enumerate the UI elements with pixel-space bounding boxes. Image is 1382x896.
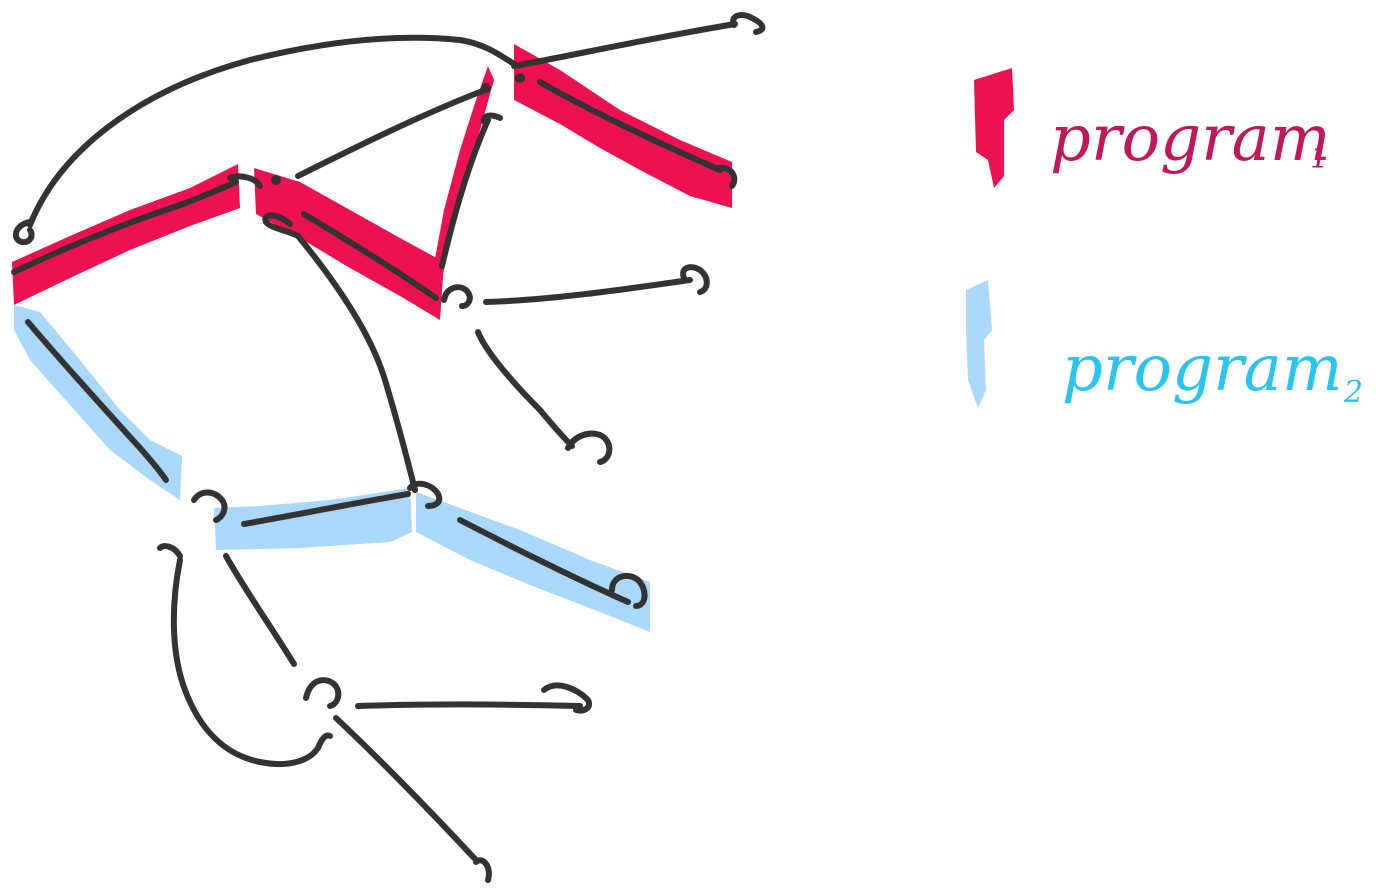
ink-strokes	[11, 12, 766, 883]
edge-p2-c-ink	[457, 517, 631, 605]
edge-p1-b-ink	[301, 211, 439, 301]
edge-diag-down	[475, 329, 575, 449]
node-dot-b	[481, 83, 491, 93]
node-hook-bottom-loop	[157, 543, 183, 559]
arrow-head-bottom-diag-long	[473, 857, 492, 883]
edge-top-right	[511, 21, 738, 69]
edge-top-arc	[27, 34, 517, 228]
arrow-head-p1-a	[227, 173, 263, 189]
edge-mid-to-top	[295, 87, 488, 179]
edge-p2-a-ink	[25, 319, 169, 483]
arrow-head-right-middle	[680, 264, 710, 295]
edge-p1-d-ink	[537, 79, 723, 173]
program-1-highlights	[12, 44, 732, 320]
node-hook-right	[441, 284, 473, 309]
legend-swatch-program-2	[966, 280, 992, 408]
node-hook-left	[12, 219, 35, 246]
edge-p1-c-ink	[439, 117, 491, 269]
program-1-edge-a	[12, 164, 240, 305]
edge-bottom-diag-long	[333, 715, 479, 863]
node-hook-bottom-mid	[407, 480, 443, 509]
node-dot-a	[271, 175, 281, 185]
edge-right-middle	[483, 277, 693, 305]
node-hook-mid	[262, 212, 301, 239]
edge-bottom-loop	[170, 557, 333, 768]
legend-swatch-program-1	[974, 68, 1014, 188]
edge-bottom-right	[355, 701, 583, 709]
arrow-head-top-right	[730, 12, 766, 35]
arrow-head-diag-down	[565, 430, 613, 465]
arrow-head-p2-c	[609, 572, 648, 609]
edge-bottom-diag	[223, 553, 297, 667]
edge-p1-a-ink	[11, 179, 239, 275]
legend-subscript-program-1: 1	[1310, 141, 1329, 176]
edge-p2-b-ink	[241, 491, 411, 527]
node-dot-c	[515, 73, 525, 83]
node-hook-bottom-right	[303, 677, 342, 709]
legend: program 1 program 2	[966, 68, 1363, 410]
program-2-edge-c	[416, 492, 650, 632]
node-hook-bottom-left	[191, 489, 228, 523]
program-2-highlights	[14, 305, 650, 632]
legend-label-program-2: program	[1062, 332, 1343, 406]
arrow-head-bottom-right	[541, 682, 592, 714]
legend-subscript-program-2: 2	[1343, 375, 1363, 410]
edge-mid-to-bottom	[295, 233, 418, 493]
arrow-head-p1-d	[715, 164, 738, 189]
node-hook-top	[481, 112, 503, 127]
legend-label-program-1: program	[1050, 102, 1331, 176]
